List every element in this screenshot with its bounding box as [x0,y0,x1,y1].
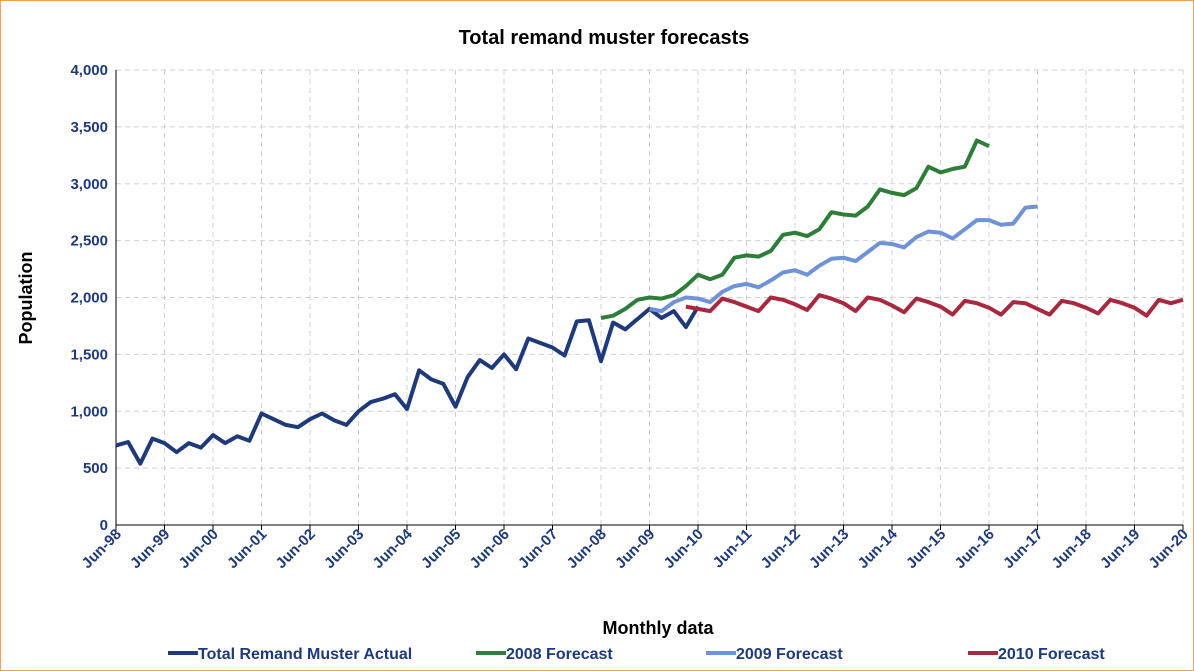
y-tick-label: 3,000 [70,176,108,193]
legend-label: 2008 Forecast [506,646,613,663]
y-axis-label: Population [16,252,36,345]
series-line [685,293,1184,318]
chart-title: Total remand muster forecasts [459,27,750,49]
y-tick-label: 2,000 [70,290,108,307]
legend-label: 2009 Forecast [736,646,843,663]
series-line [649,204,1038,314]
y-tick-label: 0 [100,517,108,534]
y-tick-label: 500 [83,460,108,477]
y-tick-label: 1,000 [70,403,108,420]
y-tick-label: 2,500 [70,233,108,250]
y-tick-label: 1,500 [70,346,108,363]
legend-label: Total Remand Muster Actual [198,646,412,663]
legend-label: 2010 Forecast [998,646,1105,663]
x-axis-label: Monthly data [603,618,715,638]
y-tick-label: 3,500 [70,119,108,136]
y-tick-label: 4,000 [70,62,108,79]
series-line [115,305,700,466]
series-line [600,138,990,320]
